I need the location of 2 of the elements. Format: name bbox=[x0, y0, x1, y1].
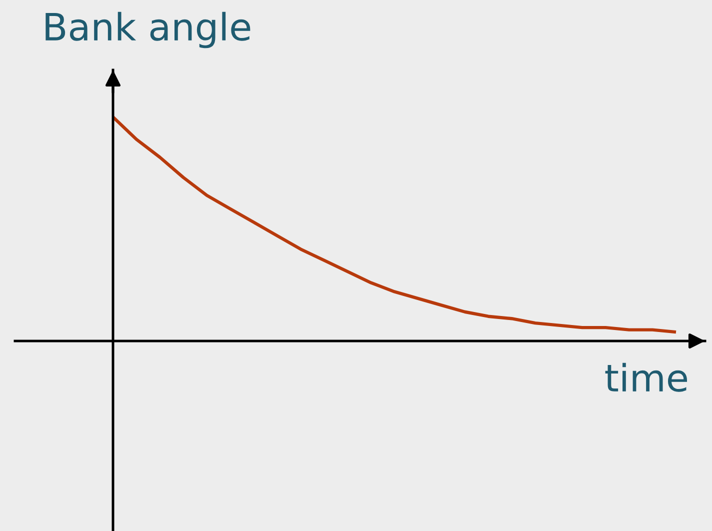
y-axis-title: Bank angle bbox=[46, 12, 250, 48]
x-axis-title: time bbox=[605, 362, 688, 392]
